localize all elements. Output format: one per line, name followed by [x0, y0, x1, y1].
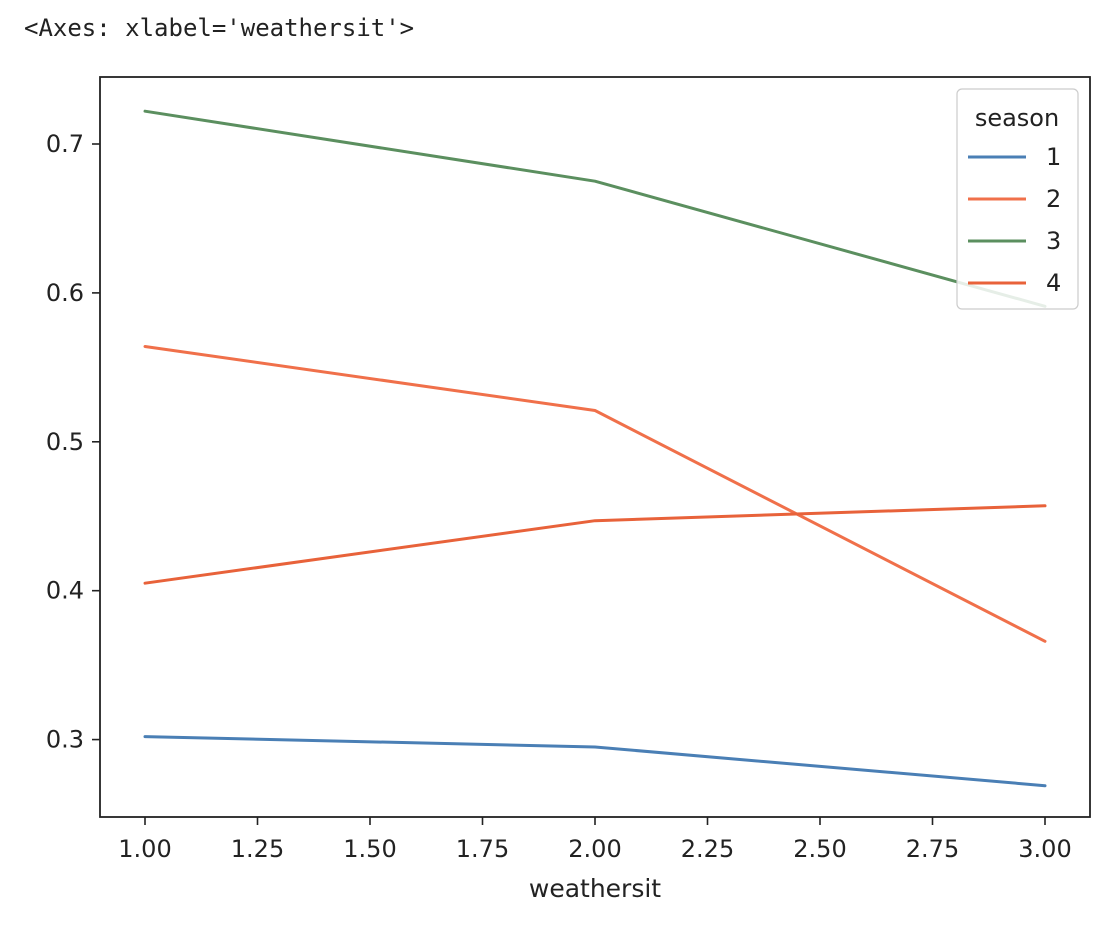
y-tick-label: 0.7 — [46, 130, 84, 158]
x-tick-label: 2.00 — [568, 835, 621, 863]
output-repr: <Axes: xlabel='weathersit'> — [24, 14, 415, 42]
series-lines — [143, 109, 1047, 788]
legend-label-2: 2 — [1046, 185, 1061, 213]
legend-label-1: 1 — [1046, 143, 1061, 171]
legend-label-3: 3 — [1046, 227, 1061, 255]
y-tick-label: 0.3 — [46, 726, 84, 754]
x-tick-label: 2.25 — [681, 835, 734, 863]
y-axis-ticks: 0.3 0.4 0.5 0.6 0.7 — [46, 130, 100, 754]
x-tick-label: 1.25 — [231, 835, 284, 863]
series-line-1 — [143, 735, 1047, 788]
x-axis-label: weathersit — [529, 874, 661, 903]
x-axis-ticks: 1.00 1.25 1.50 1.75 2.00 2.25 2.50 2.75 3.00 — [118, 817, 1072, 863]
x-tick-label: 1.50 — [343, 835, 396, 863]
legend-title: season — [975, 104, 1059, 132]
y-tick-label: 0.5 — [46, 428, 84, 456]
x-tick-label: 2.50 — [793, 835, 846, 863]
x-tick-label: 2.75 — [906, 835, 959, 863]
series-line-3 — [143, 109, 1047, 308]
legend-label-4: 4 — [1046, 269, 1061, 297]
x-tick-label: 1.75 — [456, 835, 509, 863]
x-tick-label: 1.00 — [118, 835, 171, 863]
x-tick-label: 3.00 — [1018, 835, 1071, 863]
plot-frame — [99, 76, 1091, 818]
y-tick-label: 0.4 — [46, 577, 84, 605]
series-line-4 — [143, 504, 1047, 585]
legend: season 1 2 3 4 — [956, 88, 1079, 310]
series-line-2 — [143, 345, 1047, 643]
y-tick-label: 0.6 — [46, 279, 84, 307]
